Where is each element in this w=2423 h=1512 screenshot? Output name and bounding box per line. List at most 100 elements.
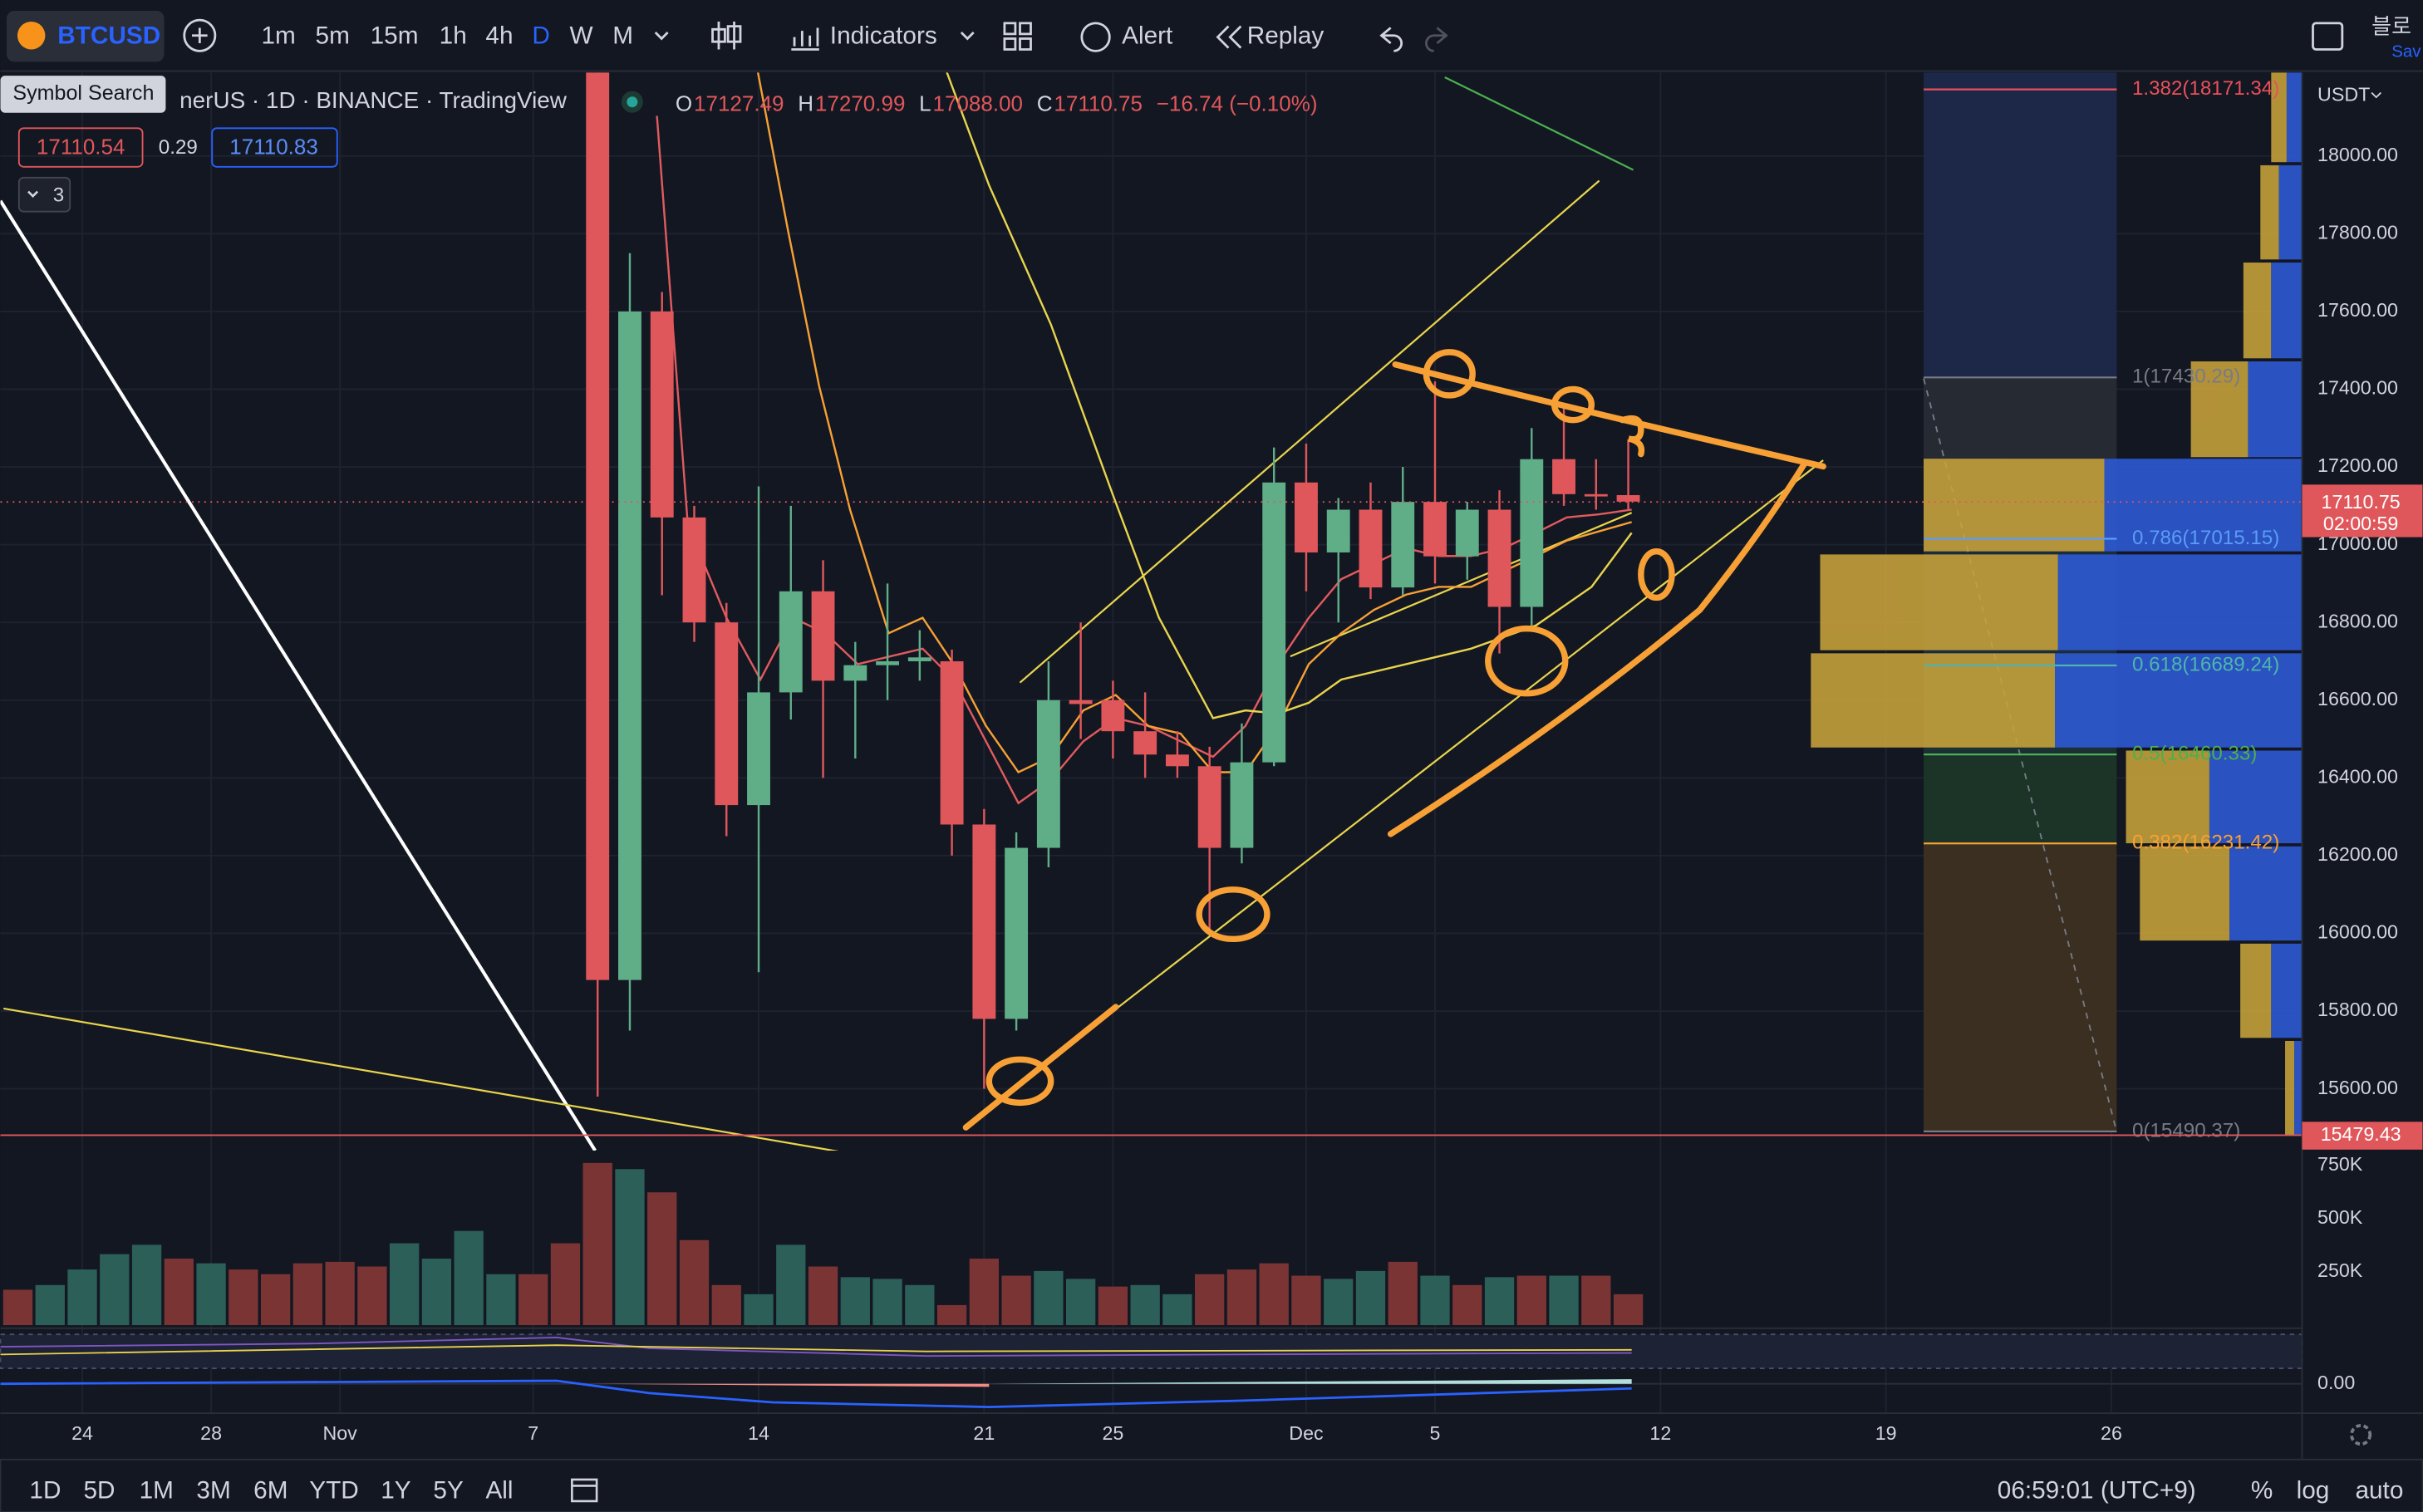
change: −16.74 (−0.10%): [1157, 91, 1318, 115]
candles: [586, 72, 1640, 1097]
time-tick-label: 19: [1875, 1422, 1897, 1444]
btc-icon: [17, 22, 46, 50]
volume-bar: [100, 1254, 130, 1326]
collapse-button[interactable]: [17, 176, 71, 213]
corner-title[interactable]: 블로: [2371, 13, 2411, 38]
candle-body: [779, 591, 803, 693]
range-button[interactable]: 1D: [29, 1477, 61, 1505]
redo-button[interactable]: [1425, 27, 1448, 52]
range-button[interactable]: 5Y: [433, 1477, 464, 1505]
bid-box[interactable]: [17, 127, 144, 168]
interval[interactable]: M: [612, 22, 633, 49]
corner-save[interactable]: Sav: [2391, 42, 2421, 61]
range-button[interactable]: 1M: [140, 1477, 174, 1505]
candle-body: [1005, 847, 1029, 1019]
volume-bar: [1324, 1279, 1354, 1326]
range-button[interactable]: 3M: [196, 1477, 230, 1505]
volume-bar: [711, 1284, 741, 1326]
range-button[interactable]: YTD: [309, 1477, 358, 1505]
candle-body: [618, 311, 641, 980]
bid: 17110.54: [37, 134, 125, 159]
volume-bar: [1452, 1284, 1482, 1326]
compare-button[interactable]: [183, 18, 217, 52]
volume-bar: [1388, 1261, 1418, 1326]
candle-body: [1295, 482, 1318, 552]
alert-icon: [1080, 22, 1111, 52]
interval[interactable]: D: [532, 22, 549, 49]
layout-button[interactable]: [1003, 22, 1032, 51]
ask-box[interactable]: [211, 127, 338, 168]
time-tick-label: Nov: [322, 1422, 357, 1444]
price-tick-label: 17600.00: [2317, 299, 2398, 321]
interval[interactable]: 15m: [371, 22, 419, 49]
alert[interactable]: Alert: [1122, 22, 1173, 49]
plus-icon: [192, 27, 208, 44]
symbol-button[interactable]: [6, 11, 165, 62]
volume-bar: [647, 1192, 677, 1326]
range-button[interactable]: All: [485, 1477, 513, 1505]
clock[interactable]: 06:59:01 (UTC+9): [1998, 1477, 2196, 1505]
macd-hist: [587, 1383, 990, 1387]
price-unit[interactable]: USDT: [2317, 83, 2370, 105]
ohlc-value: 17270.99: [815, 91, 906, 115]
volume-bar: [229, 1269, 258, 1326]
fib-label: 0(15490.37): [2132, 1119, 2240, 1141]
volume-bar: [35, 1284, 65, 1326]
price-tick-label: 15600.00: [2317, 1077, 2398, 1098]
candle-body: [1552, 459, 1575, 494]
candle-body: [650, 311, 674, 518]
range-button[interactable]: 1Y: [381, 1477, 411, 1505]
candle-body: [940, 660, 964, 825]
volume-bar: [1098, 1286, 1128, 1326]
indicators-dropdown[interactable]: [960, 32, 975, 41]
time-tick-label: 26: [2101, 1422, 2122, 1444]
interval[interactable]: 1m: [261, 22, 295, 49]
volume-bar: [454, 1230, 484, 1326]
date-range-button[interactable]: [571, 1478, 598, 1503]
volume-bar: [1162, 1294, 1192, 1326]
volume-bar: [519, 1274, 548, 1326]
replay[interactable]: Replay: [1247, 22, 1325, 49]
time-tick-label: 25: [1102, 1422, 1123, 1444]
fib-label: 0.382(16231.42): [2132, 832, 2279, 854]
footer: 1D 5D 1M 3M 6M YTD 1Y 5Y All 06:59:01 (UTC+9)% log…: [29, 1477, 2403, 1505]
toolbar: [0, 0, 2423, 71]
hand-drawings: [962, 349, 1826, 1131]
indicator-tick: 0.00: [2317, 1372, 2355, 1393]
volume-bar: [131, 1244, 162, 1326]
volume-bar: [1195, 1274, 1225, 1326]
range-button[interactable]: 5D: [83, 1477, 115, 1505]
volume-bar: [744, 1294, 774, 1326]
replay-icon: [1216, 25, 1242, 49]
candle-body: [1359, 509, 1383, 588]
candle-body: [682, 517, 706, 623]
indicators[interactable]: Indicators: [830, 22, 937, 49]
axes: 18000.00 17800.00 17600.00 17400.00 17200.00…: [71, 83, 2423, 1444]
undo-button[interactable]: [1379, 27, 1403, 52]
price-tick-label: 17400.00: [2317, 377, 2398, 399]
interval[interactable]: 4h: [485, 22, 513, 49]
percent[interactable]: %: [2251, 1477, 2273, 1505]
symbol[interactable]: BTCUSD: [57, 22, 160, 49]
interval[interactable]: 5m: [316, 22, 350, 49]
price-tick-label: 16600.00: [2317, 688, 2398, 709]
candle-body: [1262, 482, 1286, 763]
candle-body: [1069, 700, 1093, 704]
price-tick-label: 16000.00: [2317, 921, 2398, 943]
fullscreen-button[interactable]: [2312, 22, 2344, 51]
interval[interactable]: 1h: [440, 22, 467, 49]
candle-body: [1391, 502, 1415, 588]
log[interactable]: log: [2297, 1477, 2330, 1505]
fib-label: 0.786(17015.15): [2132, 527, 2279, 549]
range-button[interactable]: 6M: [253, 1477, 288, 1505]
candle-body: [1036, 700, 1060, 848]
unit-chevron: [2371, 91, 2381, 99]
interval-dropdown[interactable]: [654, 32, 669, 41]
ohlc-value: 17127.49: [694, 91, 784, 115]
chart-type-button[interactable]: [711, 22, 742, 50]
interval[interactable]: W: [569, 22, 592, 49]
auto[interactable]: auto: [2355, 1477, 2403, 1505]
volume-bar: [1259, 1263, 1289, 1326]
settings-button[interactable]: [2350, 1424, 2372, 1446]
